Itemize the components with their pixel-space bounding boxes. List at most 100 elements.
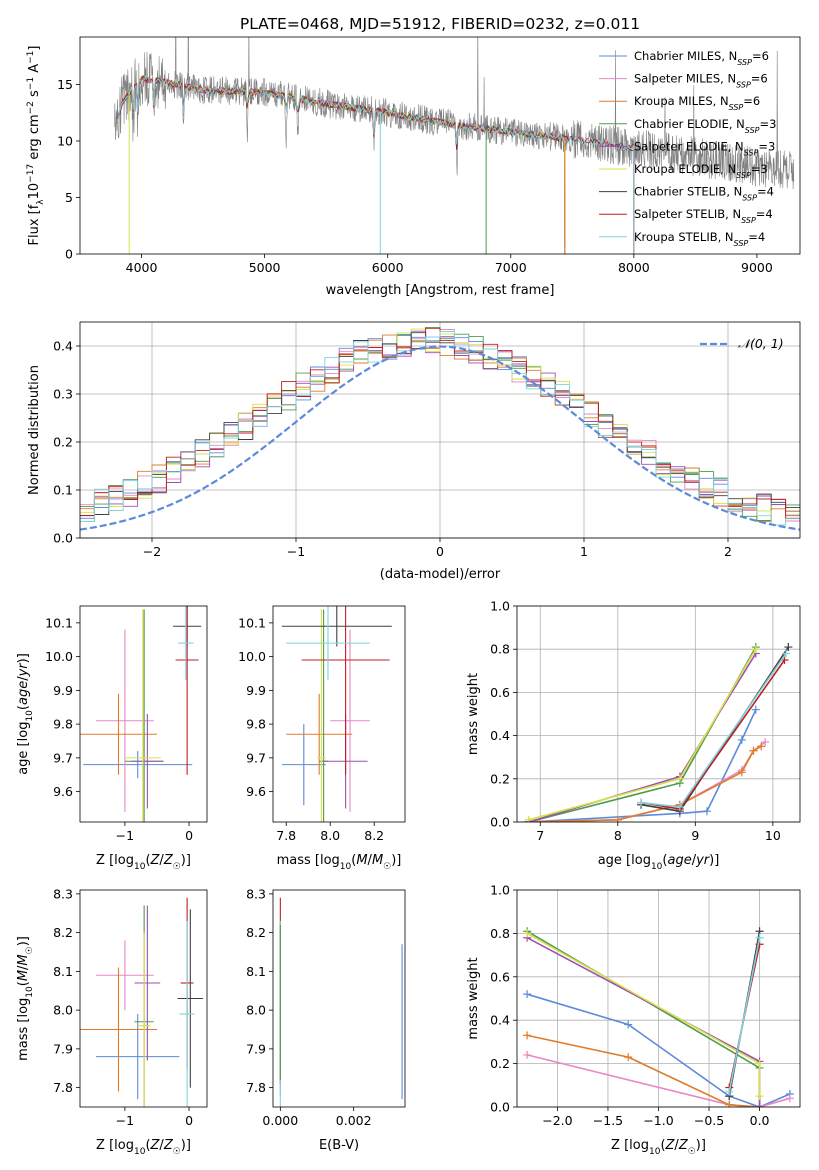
weight-point-marker: [751, 645, 760, 654]
y-axis-label: mass weight: [466, 673, 481, 755]
axis-label: Z [log10(Z/Z☉)]: [611, 1138, 706, 1157]
error-bar-point: [177, 909, 204, 1088]
legend-entry: Salpeter MILES, NSSP=6: [634, 72, 768, 90]
x-tick-label: 10: [765, 828, 781, 843]
label-part: Z: [665, 1138, 676, 1153]
axes-frame: [79, 36, 801, 255]
legend-sub: SSP: [729, 103, 744, 112]
error-bar-point: [281, 606, 392, 647]
label-part: Z [log: [96, 853, 134, 868]
axes-frame: [79, 321, 801, 539]
label-part: )]: [181, 1138, 191, 1153]
weight-point-marker: [751, 705, 760, 714]
y-tick-label: 8.3: [246, 886, 266, 901]
x-tick-label: 8000: [618, 260, 650, 275]
y-tick-label: 9.7: [53, 750, 73, 765]
label-part: −2: [26, 101, 36, 114]
axes-frame: [79, 889, 208, 1108]
y-tick-label: 0.6: [490, 969, 510, 984]
label-part: /: [16, 676, 31, 681]
y-tick-label: 0.2: [53, 435, 73, 450]
legend-suffix: =3: [760, 117, 777, 131]
weight-point-marker: [613, 815, 622, 822]
error-bar-point: [317, 609, 326, 822]
label-part: )]: [696, 1138, 706, 1153]
y-tick-label: 8.2: [53, 925, 73, 940]
plot-area: [80, 606, 202, 822]
x-tick-label: −1.0: [643, 1113, 673, 1128]
error-bar-point: [83, 751, 193, 779]
label-part: (: [660, 1138, 665, 1153]
legend-sub: SSP: [744, 148, 759, 157]
x-tick-label: 0: [436, 544, 444, 559]
legend-text: Salpeter STELIB, N: [634, 207, 741, 221]
label-part: )]: [709, 853, 719, 868]
y-tick-label: 8.1: [53, 964, 73, 979]
legend-suffix: =6: [751, 72, 768, 86]
label-part: /: [16, 965, 31, 970]
x-tick-label: 7: [536, 828, 544, 843]
weight-point-marker: [702, 807, 711, 816]
label-part: s: [27, 90, 42, 101]
x-tick-label: 0.000: [262, 1113, 298, 1128]
axis-label: age [log10(age/yr)]: [598, 853, 720, 872]
y-tick-label: 0.4: [490, 1013, 510, 1028]
label-part: /: [159, 853, 164, 868]
axes-frame: [79, 605, 208, 823]
legend-sub: SSP: [737, 58, 752, 67]
weight-point-marker: [523, 1050, 532, 1059]
label-part: λ: [36, 199, 46, 205]
weight-point-marker: [737, 768, 746, 777]
error-bar-point: [80, 967, 157, 1092]
panel-spectrum: 4000 5000 6000 7000 8000 9000 0 5 10 15 wavelength…: [26, 36, 801, 298]
label-part: )]: [16, 936, 31, 946]
x-tick-label: 6000: [372, 260, 404, 275]
label-part: erg cm: [27, 114, 42, 163]
legend-text: Chabrier MILES, N: [634, 49, 737, 63]
error-bar-point: [124, 609, 161, 822]
x-tick-label: 0.0: [750, 1113, 770, 1128]
label-part: ☉: [383, 862, 391, 872]
x-tick-label: 1: [580, 544, 588, 559]
weight-point-marker: [524, 815, 533, 822]
legend-entry: Kroupa ELODIE, NSSP=3: [634, 162, 768, 180]
weight-series-line: [528, 648, 757, 821]
label-part: Z: [150, 1138, 161, 1153]
legend-suffix: =3: [751, 162, 768, 176]
legend-entry: Kroupa STELIB, NSSP=4: [634, 230, 765, 248]
axes-frame: [516, 605, 801, 823]
error-bar-point: [301, 606, 390, 775]
label-part: ]: [27, 46, 42, 51]
y-tick-label: 8.3: [53, 886, 73, 901]
legend-sub: SSP: [734, 238, 749, 247]
x-tick-label: 8.2: [364, 828, 384, 843]
label-part: Z: [678, 1138, 689, 1153]
x-tick-label: 7.8: [276, 828, 296, 843]
y-tick-label: 0.8: [490, 642, 510, 657]
error-bar-point: [330, 629, 370, 812]
y-tick-label: 0.1: [53, 483, 73, 498]
y-tick-label: 7.8: [246, 1080, 266, 1095]
weight-series-line: [526, 936, 761, 1107]
label-part: 10: [25, 710, 35, 722]
weight-series-line: [728, 937, 761, 1092]
weight-point-marker: [755, 1103, 764, 1107]
x-tick-label: 0: [185, 1113, 193, 1128]
label-part: M: [356, 853, 367, 868]
label-part: /: [368, 853, 373, 868]
error-bar-point: [175, 606, 199, 775]
label-part: mass [log: [16, 998, 31, 1061]
panel-mass_vs_Z: −1 07.87.98.08.18.28.3Z [log10(Z/Z☉)]mass…: [16, 886, 208, 1157]
weight-point-marker: [637, 798, 646, 807]
label-part: age: [16, 681, 31, 705]
weight-series-line: [528, 653, 757, 822]
label-part: (: [662, 853, 667, 868]
x-tick-label: 2: [724, 544, 732, 559]
legend-entry: Chabrier ELODIE, NSSP=3: [634, 117, 776, 135]
label-part: Flux [f: [27, 204, 42, 245]
y-tick-label: 9.6: [246, 784, 266, 799]
error-bar-point: [179, 921, 195, 1107]
label-part: )]: [391, 853, 401, 868]
axis-label: Z [log10(Z/Z☉)]: [96, 1138, 191, 1157]
y-tick-label: 9.8: [53, 717, 73, 732]
